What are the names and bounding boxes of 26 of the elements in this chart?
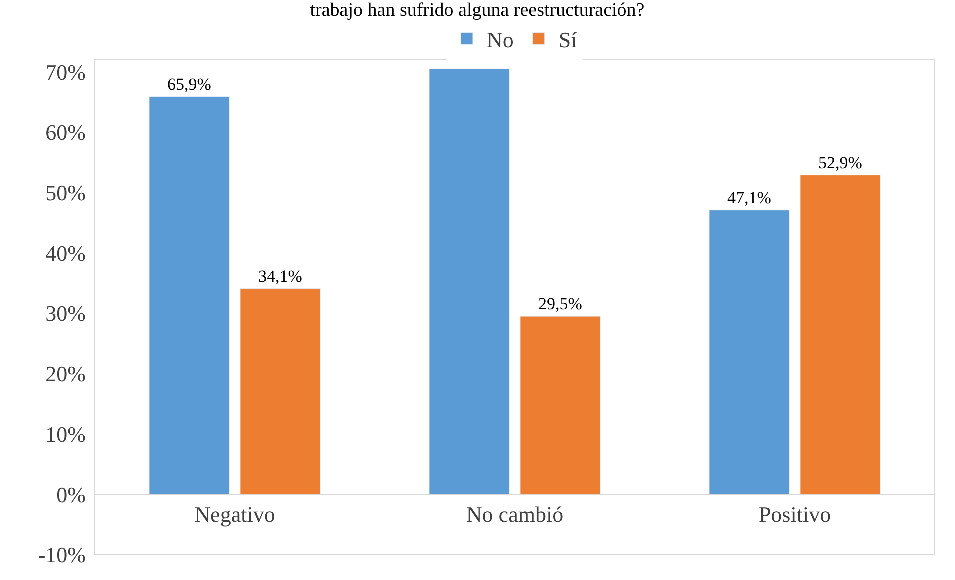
y-tick-label: 50% (46, 180, 86, 206)
y-tick-label: -10% (38, 542, 86, 568)
x-tick-label: Negativo (194, 502, 276, 528)
chart-title: trabajo han sufrido alguna reestructuración? (310, 0, 645, 22)
y-tick-label: 20% (46, 362, 86, 387)
legend-label: No (487, 27, 514, 52)
y-tick-label: 10% (46, 422, 86, 447)
data-label: 34,1% (258, 266, 302, 286)
bar (709, 210, 790, 495)
y-tick-label: 0% (56, 482, 86, 508)
bar (520, 316, 601, 495)
data-label: 29,5% (538, 294, 582, 314)
data-label: 65,9% (168, 74, 212, 94)
bar (800, 175, 881, 495)
data-label: 47,1% (728, 188, 772, 208)
y-tick-label: 30% (46, 301, 86, 326)
bar (149, 96, 230, 495)
y-tick-label: 40% (46, 240, 86, 266)
data-label: 52,9% (818, 153, 862, 172)
x-tick-label: Positivo (758, 502, 832, 528)
y-tick-label: 60% (46, 120, 86, 146)
bar (429, 68, 510, 495)
legend-label: Sí (558, 27, 578, 52)
bar (240, 288, 321, 495)
y-tick-label: 70% (46, 60, 86, 85)
x-tick-label: No cambió (466, 502, 564, 528)
